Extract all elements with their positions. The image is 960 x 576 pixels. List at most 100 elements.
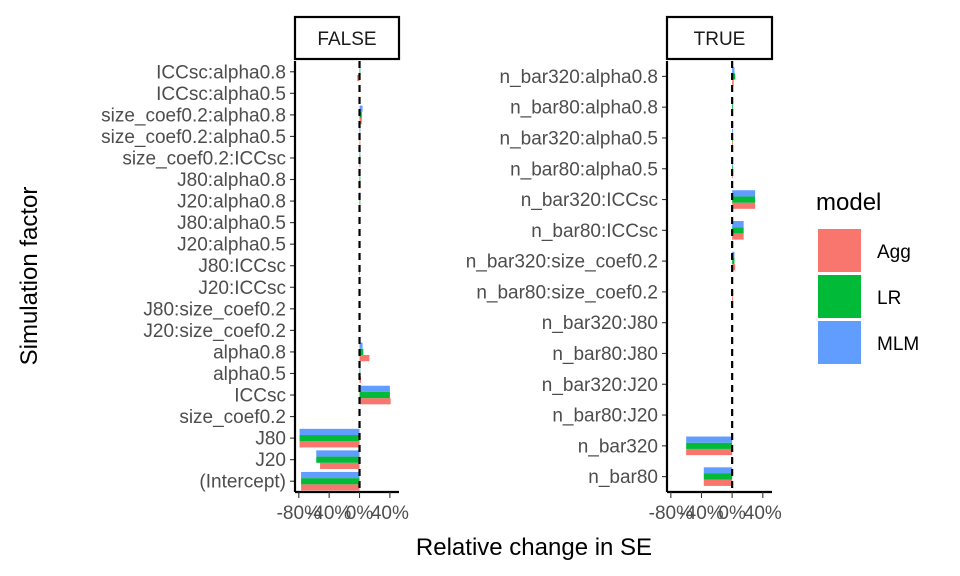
x-tick-label: -40% bbox=[679, 503, 723, 524]
bar-agg bbox=[359, 139, 361, 146]
legend-key-mlm bbox=[818, 321, 861, 364]
y-axis-title: Simulation factor bbox=[16, 187, 43, 366]
bar-mlm bbox=[301, 471, 360, 479]
bar-agg bbox=[732, 141, 733, 148]
bar-mlm bbox=[732, 128, 733, 135]
bar-lr bbox=[732, 104, 733, 111]
x-axis-title: Relative change in SE bbox=[416, 534, 652, 561]
bar-agg bbox=[732, 233, 744, 240]
bar-lr bbox=[359, 197, 361, 205]
bar-lr bbox=[732, 258, 735, 265]
bar-lr bbox=[301, 478, 360, 485]
bar-mlm bbox=[299, 428, 360, 436]
bar-agg bbox=[359, 398, 391, 405]
y-tick-label: J20 bbox=[255, 450, 286, 471]
y-tick-label: (Intercept) bbox=[199, 472, 286, 493]
bar-mlm bbox=[359, 105, 363, 112]
bar-agg bbox=[732, 264, 736, 271]
bar-lr bbox=[686, 442, 733, 449]
y-tick-label: n_bar320 bbox=[578, 436, 658, 457]
bar-lr bbox=[703, 473, 733, 480]
bar-agg bbox=[732, 202, 756, 209]
bar-lr bbox=[732, 73, 736, 80]
y-tick-label: ICCsc bbox=[234, 386, 286, 407]
y-tick-label: n_bar320:J20 bbox=[542, 375, 658, 396]
y-tick-label: size_coef0.2:ICCsc bbox=[122, 148, 286, 169]
legend-key-lr bbox=[818, 275, 861, 318]
y-tick-label: ICCsc:alpha0.5 bbox=[156, 84, 286, 105]
y-tick-label: n_bar80:size_coef0.2 bbox=[476, 282, 658, 303]
legend-label: MLM bbox=[877, 334, 919, 355]
bar-agg bbox=[359, 355, 370, 362]
y-tick-label: ICCsc:alpha0.8 bbox=[156, 62, 286, 83]
bar-lr bbox=[359, 348, 364, 356]
x-tick-label: -80% bbox=[277, 503, 321, 524]
x-tick-label: -40% bbox=[307, 503, 351, 524]
bar-agg bbox=[732, 79, 734, 86]
legend-title: model bbox=[816, 189, 881, 216]
bar-mlm bbox=[359, 127, 361, 134]
facet-strip-label: TRUE bbox=[694, 29, 746, 50]
bar-mlm bbox=[703, 467, 733, 474]
y-tick-label: J20:ICCsc bbox=[198, 278, 286, 299]
bar-lr bbox=[299, 435, 360, 442]
y-tick-label: n_bar320:J80 bbox=[542, 313, 658, 334]
bar-lr bbox=[316, 456, 360, 463]
legend-label: Agg bbox=[877, 242, 911, 263]
y-tick-label: n_bar320:alpha0.8 bbox=[500, 67, 658, 88]
bar-agg bbox=[359, 161, 361, 168]
x-tick-label: 0% bbox=[718, 503, 746, 524]
y-tick-label: alpha0.5 bbox=[213, 364, 286, 385]
bar-lr bbox=[359, 111, 362, 118]
bar-agg bbox=[301, 484, 360, 491]
y-tick-label: J20:alpha0.8 bbox=[177, 192, 286, 213]
bar-agg bbox=[320, 462, 360, 469]
bar-agg bbox=[299, 441, 360, 448]
bar-agg bbox=[703, 479, 733, 486]
y-tick-label: n_bar320:size_coef0.2 bbox=[466, 252, 658, 273]
bar-mlm bbox=[732, 67, 735, 74]
y-tick-label: size_coef0.2 bbox=[179, 407, 286, 428]
facet-strip-label: FALSE bbox=[317, 29, 376, 50]
facet-strip-false bbox=[293, 15, 401, 61]
bar-lr bbox=[732, 196, 756, 203]
bar-lr bbox=[732, 227, 744, 234]
y-tick-label: n_bar320:ICCsc bbox=[521, 190, 658, 211]
legend-label: LR bbox=[877, 288, 901, 309]
bar-agg bbox=[359, 117, 362, 125]
y-tick-label: alpha0.8 bbox=[213, 342, 286, 363]
y-tick-label: J80:ICCsc bbox=[198, 256, 286, 277]
bar-lr bbox=[359, 391, 390, 399]
bar-agg bbox=[357, 74, 360, 82]
y-tick-label: J20:size_coef0.2 bbox=[143, 321, 286, 342]
y-tick-label: J80:alpha0.8 bbox=[177, 170, 286, 191]
y-tick-label: J80:alpha0.5 bbox=[177, 213, 286, 234]
y-tick-label: n_bar80:alpha0.5 bbox=[510, 159, 658, 180]
y-tick-label: n_bar320:alpha0.5 bbox=[500, 128, 658, 149]
facet-strip-true bbox=[665, 15, 774, 61]
bar-mlm bbox=[359, 385, 390, 392]
bar-mlm bbox=[732, 251, 735, 259]
y-tick-label: J80 bbox=[255, 429, 286, 450]
bar-mlm bbox=[359, 342, 363, 349]
bar-mlm bbox=[686, 436, 733, 443]
y-tick-label: size_coef0.2:alpha0.8 bbox=[101, 105, 286, 126]
bar-agg bbox=[732, 294, 733, 302]
bar-mlm bbox=[732, 221, 744, 228]
bar-mlm bbox=[316, 450, 360, 457]
y-tick-label: size_coef0.2:alpha0.5 bbox=[101, 127, 286, 148]
y-tick-label: J80:size_coef0.2 bbox=[143, 299, 286, 320]
bar-lr bbox=[359, 68, 361, 75]
y-tick-label: n_bar80 bbox=[588, 467, 658, 488]
y-tick-label: n_bar80:J20 bbox=[552, 406, 658, 427]
x-tick-label: 40% bbox=[371, 503, 409, 524]
x-tick-label: 0% bbox=[346, 503, 374, 524]
legend-key-agg bbox=[818, 229, 861, 272]
x-tick-label: 40% bbox=[744, 503, 782, 524]
bar-mlm bbox=[732, 190, 756, 197]
bar-lr bbox=[359, 176, 361, 183]
y-tick-label: J20:alpha0.5 bbox=[177, 235, 286, 256]
y-tick-label: n_bar80:alpha0.8 bbox=[510, 98, 658, 119]
y-tick-label: n_bar80:ICCsc bbox=[531, 221, 658, 242]
